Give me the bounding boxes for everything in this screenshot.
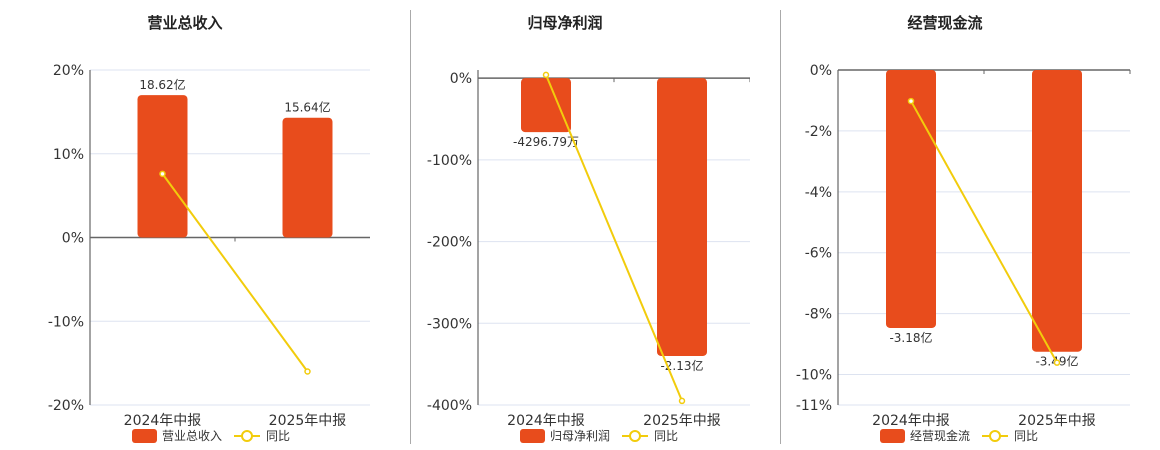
y-tick-label: 10% (53, 147, 84, 163)
x-tick-label: 2025年中报 (1018, 413, 1096, 429)
bar (657, 78, 707, 356)
bar-data-label: 15.64亿 (284, 100, 330, 115)
bar-data-label: -2.13亿 (660, 358, 703, 373)
y-tick-label: -6% (805, 246, 832, 262)
yoy-point (1053, 359, 1061, 366)
x-tick-label: 2025年中报 (269, 413, 347, 429)
legend-bar-label: 归母净利润 (550, 429, 610, 443)
y-tick-label: -300% (427, 316, 472, 332)
y-tick-label: -200% (427, 235, 472, 251)
bar-data-label: 18.62亿 (139, 77, 185, 92)
revenue-panel: 营业总收入 20% 10% 0% -10% -20% 2024年中报 18.62亿 2025年… (0, 0, 370, 450)
y-tick-label: -100% (427, 153, 472, 169)
y-tick-label: 0% (62, 231, 84, 247)
yoy-point (678, 397, 686, 405)
net-profit-panel: 归母净利润 0% -100% -200% -300% -400% 2024年中报 -4296… (380, 0, 750, 450)
x-tick-label: 2024年中报 (872, 413, 950, 429)
yoy-line (545, 74, 683, 402)
y-tick-label: -2% (805, 124, 832, 140)
bar (282, 117, 333, 238)
legend-bar-swatch (132, 429, 157, 443)
divider (780, 10, 781, 444)
yoy-line (910, 100, 1058, 364)
cashflow-panel: 经营现金流 0% -2% -4% -6% -8% -10% -11% 2024年中报 -3.18… (760, 0, 1131, 450)
bar-data-label: -3.18亿 (889, 330, 932, 345)
legend-bar-label: 营业总收入 (162, 429, 222, 443)
y-tick-label: -8% (805, 307, 832, 323)
y-tick-label: -10% (796, 368, 832, 384)
legend-line-marker (989, 430, 1001, 442)
bar (521, 78, 571, 133)
legend-line-label: 同比 (266, 429, 290, 443)
yoy-point (542, 71, 550, 79)
chart-title: 营业总收入 (147, 14, 223, 32)
yoy-point (907, 97, 915, 105)
bar (137, 95, 188, 238)
legend-bar-swatch (520, 429, 545, 443)
legend-bar-swatch (880, 429, 905, 443)
yoy-point (304, 368, 311, 375)
divider (410, 10, 411, 444)
legend-bar-label: 经营现金流 (910, 428, 970, 443)
y-tick-label: -400% (427, 398, 472, 414)
revenue-chart: 20% 10% 0% -10% -20% 2024年中报 18.62亿 2025年中报 15.6… (48, 63, 370, 443)
net-profit-chart: 0% -100% -200% -300% -400% 2024年中报 -4296.79万 20… (427, 70, 750, 443)
legend-line-marker (241, 430, 253, 442)
y-tick-label: -4% (805, 185, 832, 201)
y-tick-label: -11% (796, 398, 832, 414)
y-tick-label: 20% (53, 63, 84, 79)
legend-line-marker (629, 430, 641, 442)
y-tick-label: 0% (810, 63, 832, 79)
chart-title: 归母净利润 (527, 14, 603, 32)
legend-line-label: 同比 (1014, 429, 1038, 443)
x-tick-label: 2025年中报 (643, 413, 721, 429)
x-tick-label: 2024年中报 (124, 413, 202, 429)
y-tick-label: 0% (450, 71, 472, 87)
bar (886, 70, 936, 328)
yoy-line (161, 173, 309, 373)
cashflow-chart: 0% -2% -4% -6% -8% -10% -11% 2024年中报 -3.18亿 2025年… (796, 63, 1131, 443)
chart-title: 经营现金流 (907, 14, 983, 32)
legend-line-label: 同比 (654, 429, 678, 443)
x-tick-label: 2024年中报 (507, 413, 585, 429)
y-tick-label: -20% (48, 398, 84, 414)
yoy-point (159, 170, 166, 178)
bar-data-label: -4296.79万 (513, 135, 579, 149)
y-tick-label: -10% (48, 314, 84, 330)
bar (1032, 70, 1082, 352)
